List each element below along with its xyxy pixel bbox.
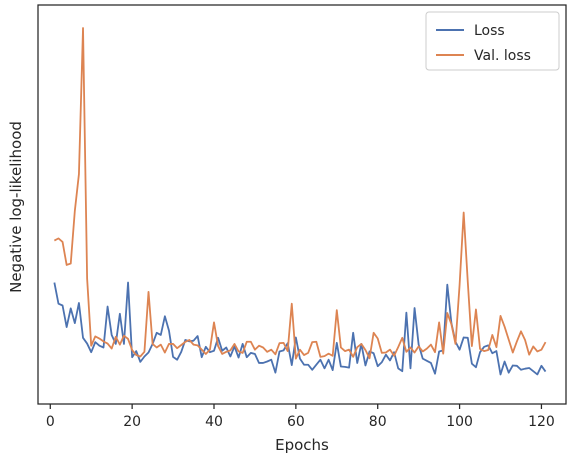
series-line-val-loss bbox=[53, 27, 547, 360]
x-tick-label: 120 bbox=[528, 414, 555, 430]
x-tick-label: 100 bbox=[446, 414, 473, 430]
x-tick-label: 80 bbox=[369, 414, 387, 430]
x-axis: 0 20 40 60 80 100 120 bbox=[46, 404, 555, 430]
series-line-loss bbox=[53, 281, 547, 376]
plot-area bbox=[53, 27, 547, 376]
plot-frame bbox=[37, 4, 567, 405]
x-tick-label: 60 bbox=[287, 414, 305, 430]
x-tick-label: 40 bbox=[205, 414, 223, 430]
legend: Loss Val. loss bbox=[425, 11, 560, 71]
x-axis-title: Epochs bbox=[275, 436, 329, 454]
x-tick-label: 0 bbox=[46, 414, 55, 430]
legend-label-loss: Loss bbox=[474, 23, 505, 39]
legend-label-val-loss: Val. loss bbox=[474, 48, 531, 64]
x-tick-label: 20 bbox=[123, 414, 141, 430]
y-axis-title: Negative log-likelihood bbox=[7, 121, 25, 293]
